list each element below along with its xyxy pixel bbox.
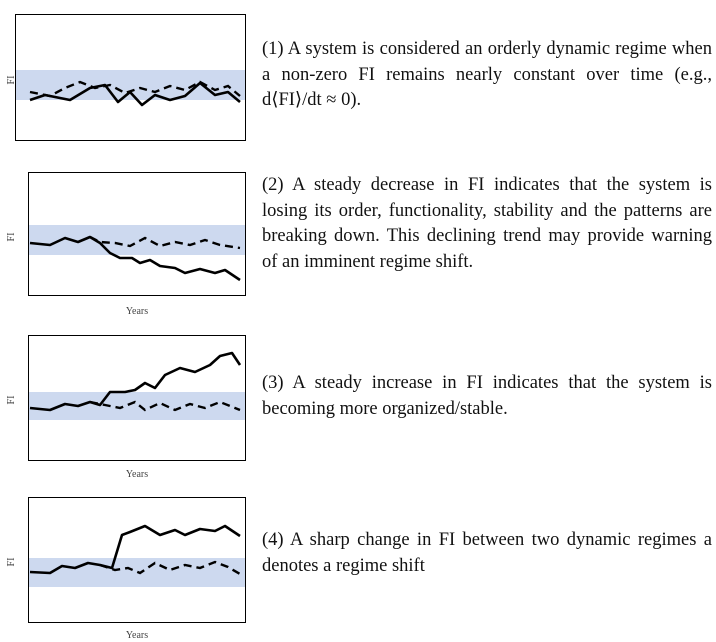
y-label: FI bbox=[6, 396, 17, 405]
description: (3) A steady increase in FI indicates th… bbox=[262, 373, 712, 419]
baseline-line bbox=[29, 80, 241, 98]
x-label: Years bbox=[126, 306, 148, 317]
frame bbox=[15, 14, 246, 141]
x-label: Years bbox=[126, 630, 148, 641]
description: (2) A steady decrease in FI indicates th… bbox=[262, 175, 712, 272]
fi-line bbox=[29, 235, 241, 282]
description: (1) A system is considered an orderly dy… bbox=[262, 39, 712, 110]
fi-line bbox=[29, 351, 242, 412]
x-label: Years bbox=[126, 469, 148, 480]
frame bbox=[28, 172, 246, 296]
y-label: FI bbox=[6, 233, 17, 242]
band bbox=[29, 392, 245, 420]
panel-4: FI Years bbox=[6, 497, 246, 641]
y-label: FI bbox=[6, 76, 17, 85]
band bbox=[29, 225, 245, 255]
frame bbox=[28, 335, 246, 461]
panel-3: FI Years bbox=[6, 335, 246, 480]
y-label: FI bbox=[6, 558, 17, 567]
panel-2: FI Years bbox=[6, 172, 246, 317]
description: (4) A sharp change in FI between two dyn… bbox=[262, 530, 712, 576]
frame bbox=[28, 497, 246, 623]
fi-line bbox=[29, 524, 241, 575]
fi-line bbox=[29, 81, 241, 107]
panel-1: FI bbox=[6, 14, 246, 141]
